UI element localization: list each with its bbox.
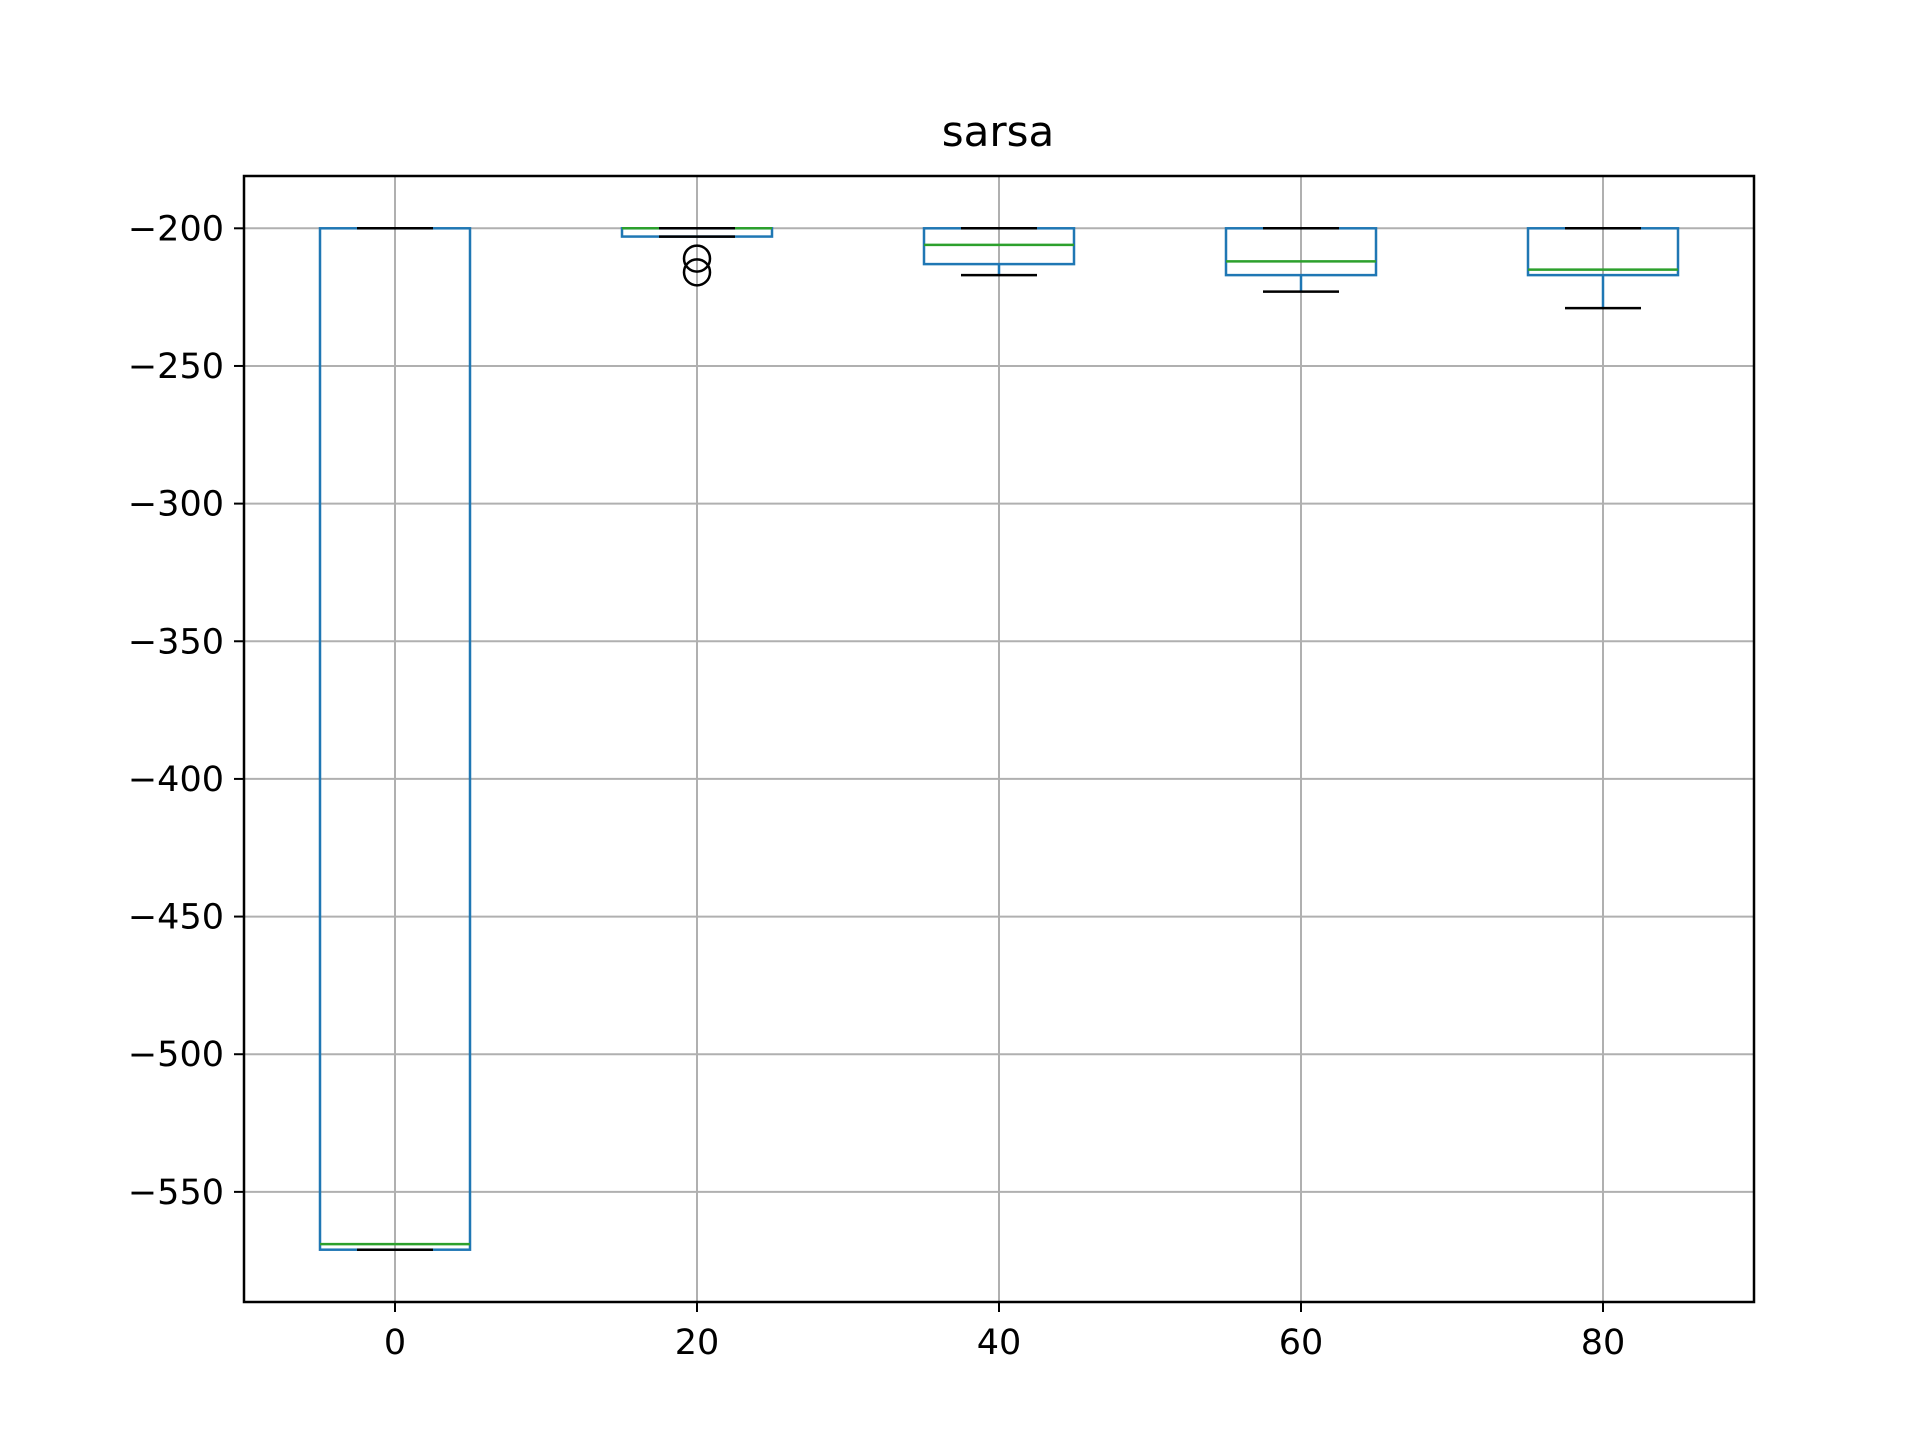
x-tick-label: 40 (977, 1323, 1022, 1363)
x-tick-label: 20 (675, 1323, 720, 1363)
x-tick-label: 0 (384, 1323, 406, 1363)
outlier-point (682, 258, 712, 287)
y-tick-label: −450 (128, 898, 224, 938)
chart-title: sarsa (942, 107, 1055, 156)
box-group (1526, 227, 1680, 310)
x-tick-label: 80 (1581, 1323, 1626, 1363)
y-tick-label: −500 (128, 1035, 224, 1075)
x-tick-label: 60 (1279, 1323, 1324, 1363)
box-group (922, 227, 1076, 277)
y-tick-label: −300 (128, 485, 224, 525)
outlier-point (682, 244, 712, 273)
box-group (1224, 227, 1378, 293)
box-group (318, 227, 472, 1251)
y-tick-label: −200 (128, 209, 224, 249)
boxes (318, 227, 1680, 1251)
y-tick-label: −350 (128, 622, 224, 662)
box-group (620, 227, 774, 287)
y-tick-label: −550 (128, 1173, 224, 1213)
y-tick-label: −400 (128, 760, 224, 800)
y-tick-label: −250 (128, 347, 224, 387)
ticks: 0 20 40 60 80 −200 −250 −300 −350 −400 −450 −500 −55… (128, 209, 1625, 1363)
